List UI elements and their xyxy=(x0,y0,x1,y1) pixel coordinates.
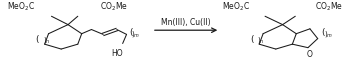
Text: ($\!$: ($\!$ xyxy=(249,33,254,45)
Text: HO: HO xyxy=(111,49,123,58)
Text: ($\!$: ($\!$ xyxy=(321,26,325,38)
Text: CO$_2$Me: CO$_2$Me xyxy=(100,1,128,13)
Text: Mn(III), Cu(II): Mn(III), Cu(II) xyxy=(161,18,211,27)
Text: MeO$_2$C: MeO$_2$C xyxy=(7,1,35,13)
Text: ($\!$: ($\!$ xyxy=(129,26,133,38)
Text: )$_n$: )$_n$ xyxy=(43,35,50,45)
Text: CO$_2$Me: CO$_2$Me xyxy=(315,1,343,13)
Text: )$_m$: )$_m$ xyxy=(323,29,333,39)
Text: )$_m$: )$_m$ xyxy=(131,29,140,39)
Text: O: O xyxy=(307,50,313,59)
Text: ($\!$: ($\!$ xyxy=(35,33,40,45)
Text: MeO$_2$C: MeO$_2$C xyxy=(221,1,249,13)
Text: )$_n$: )$_n$ xyxy=(257,35,265,45)
